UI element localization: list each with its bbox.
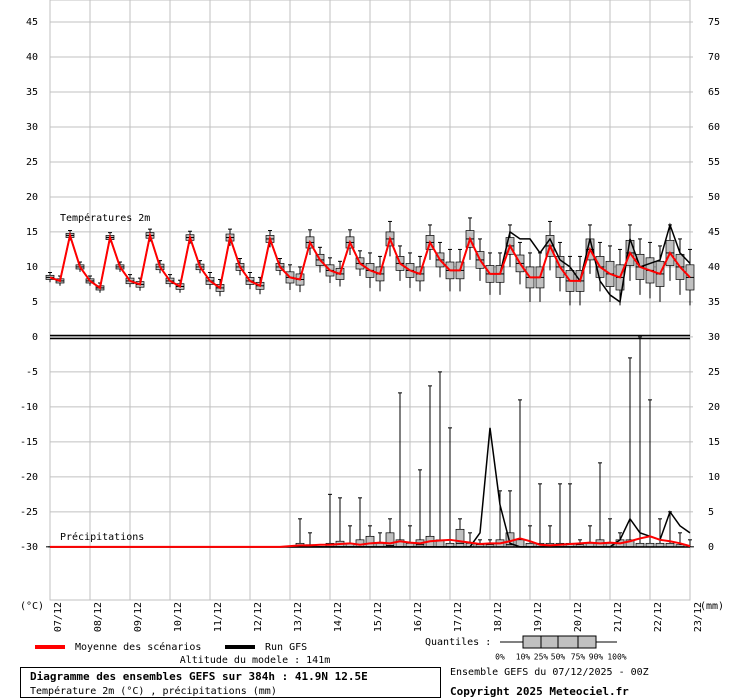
y-tick-label: 45 bbox=[26, 17, 38, 28]
quantile-level: 90% bbox=[589, 653, 604, 662]
precip-label: Précipitations bbox=[60, 531, 144, 543]
x-tick-label: 16/12 bbox=[413, 602, 424, 632]
x-tick-label: 21/12 bbox=[613, 602, 624, 632]
y-tick-label: -10 bbox=[20, 402, 38, 413]
footer-title: Diagramme des ensembles GEFS sur 384h : … bbox=[30, 670, 368, 683]
x-tick-label: 19/12 bbox=[533, 602, 544, 632]
y-tick-label: 20 bbox=[26, 192, 38, 203]
x-tick-label: 23/12 bbox=[693, 602, 704, 632]
info-box bbox=[20, 667, 441, 698]
y2-tick-label: 15 bbox=[708, 437, 720, 448]
y-tick-label: -5 bbox=[26, 367, 38, 378]
x-tick-label: 11/12 bbox=[213, 602, 224, 632]
quantile-level: 25% bbox=[534, 653, 549, 662]
y-tick-label: -25 bbox=[20, 507, 38, 518]
x-tick-label: 17/12 bbox=[453, 602, 464, 632]
run-info: Ensemble GEFS du 07/12/2025 - 00Z bbox=[450, 667, 649, 678]
y2-tick-label: 10 bbox=[708, 472, 720, 483]
quantile-level: 75% bbox=[571, 653, 586, 662]
y-tick-label: 40 bbox=[26, 52, 38, 63]
mean-line bbox=[49, 231, 691, 290]
mean-line bbox=[50, 535, 691, 548]
quantile-level: 100% bbox=[607, 653, 626, 662]
copyright: Copyright 2025 Meteociel.fr bbox=[450, 685, 629, 698]
y-tick-label: 25 bbox=[26, 157, 38, 168]
y2-axis-unit: (mm) bbox=[700, 601, 724, 612]
x-tick-label: 08/12 bbox=[93, 602, 104, 632]
y2-tick-label: 0 bbox=[708, 542, 714, 553]
box bbox=[455, 528, 465, 548]
y2-tick-label: 55 bbox=[708, 157, 720, 168]
quantile-key bbox=[500, 635, 617, 649]
lines bbox=[49, 222, 691, 548]
y2-tick-label: 25 bbox=[708, 367, 720, 378]
x-tick-label: 09/12 bbox=[133, 602, 144, 632]
y2-tick-label: 20 bbox=[708, 402, 720, 413]
key-box bbox=[540, 635, 579, 649]
temp-label: Températures 2m bbox=[60, 212, 150, 224]
y2-tick-label: 45 bbox=[708, 227, 720, 238]
box bbox=[385, 532, 395, 548]
x-tick-label: 18/12 bbox=[493, 602, 504, 632]
y-tick-label: 15 bbox=[26, 227, 38, 238]
y2-tick-label: 40 bbox=[708, 262, 720, 273]
y-tick-label: -20 bbox=[20, 472, 38, 483]
y-tick-label: -30 bbox=[20, 542, 38, 553]
box bbox=[365, 535, 375, 548]
y2-tick-label: 30 bbox=[708, 332, 720, 343]
y-tick-label: 30 bbox=[26, 122, 38, 133]
x-tick-label: 22/12 bbox=[653, 602, 664, 632]
y-tick-label: 5 bbox=[32, 297, 38, 308]
footer-subtitle: Température 2m (°C) , précipitations (mm… bbox=[30, 685, 277, 697]
x-tick-label: 15/12 bbox=[373, 602, 384, 632]
y-tick-label: 0 bbox=[32, 332, 38, 343]
quantile-title: Quantiles : bbox=[425, 637, 491, 648]
y2-tick-label: 50 bbox=[708, 192, 720, 203]
x-tick-label: 10/12 bbox=[173, 602, 184, 632]
altitude: Altitude du modele : 141m bbox=[180, 655, 331, 666]
x-tick-label: 13/12 bbox=[293, 602, 304, 632]
y2-tick-label: 35 bbox=[708, 297, 720, 308]
x-tick-label: 07/12 bbox=[53, 602, 64, 632]
y2-tick-label: 75 bbox=[708, 17, 720, 28]
y-tick-label: -15 bbox=[20, 437, 38, 448]
y-axis-unit: (°C) bbox=[20, 601, 44, 612]
quantile-levels: 0% 10% 25% 50% 75% 90% 100% bbox=[495, 653, 627, 662]
quantile-level: 0% bbox=[495, 653, 505, 662]
legend-label: Moyenne des scénarios bbox=[75, 641, 201, 653]
y-tick-label: 10 bbox=[26, 262, 38, 273]
quantile-level: 50% bbox=[551, 653, 566, 662]
legend-label: Run GFS bbox=[265, 642, 307, 653]
y2-tick-label: 70 bbox=[708, 52, 720, 63]
y2-tick-label: 60 bbox=[708, 122, 720, 133]
y-tick-label: 35 bbox=[26, 87, 38, 98]
y2-tick-label: 65 bbox=[708, 87, 720, 98]
x-tick-label: 14/12 bbox=[333, 602, 344, 632]
quantile-level: 10% bbox=[516, 653, 531, 662]
x-tick-label: 20/12 bbox=[573, 602, 584, 632]
y2-tick-label: 5 bbox=[708, 507, 714, 518]
x-tick-label: 12/12 bbox=[253, 602, 264, 632]
